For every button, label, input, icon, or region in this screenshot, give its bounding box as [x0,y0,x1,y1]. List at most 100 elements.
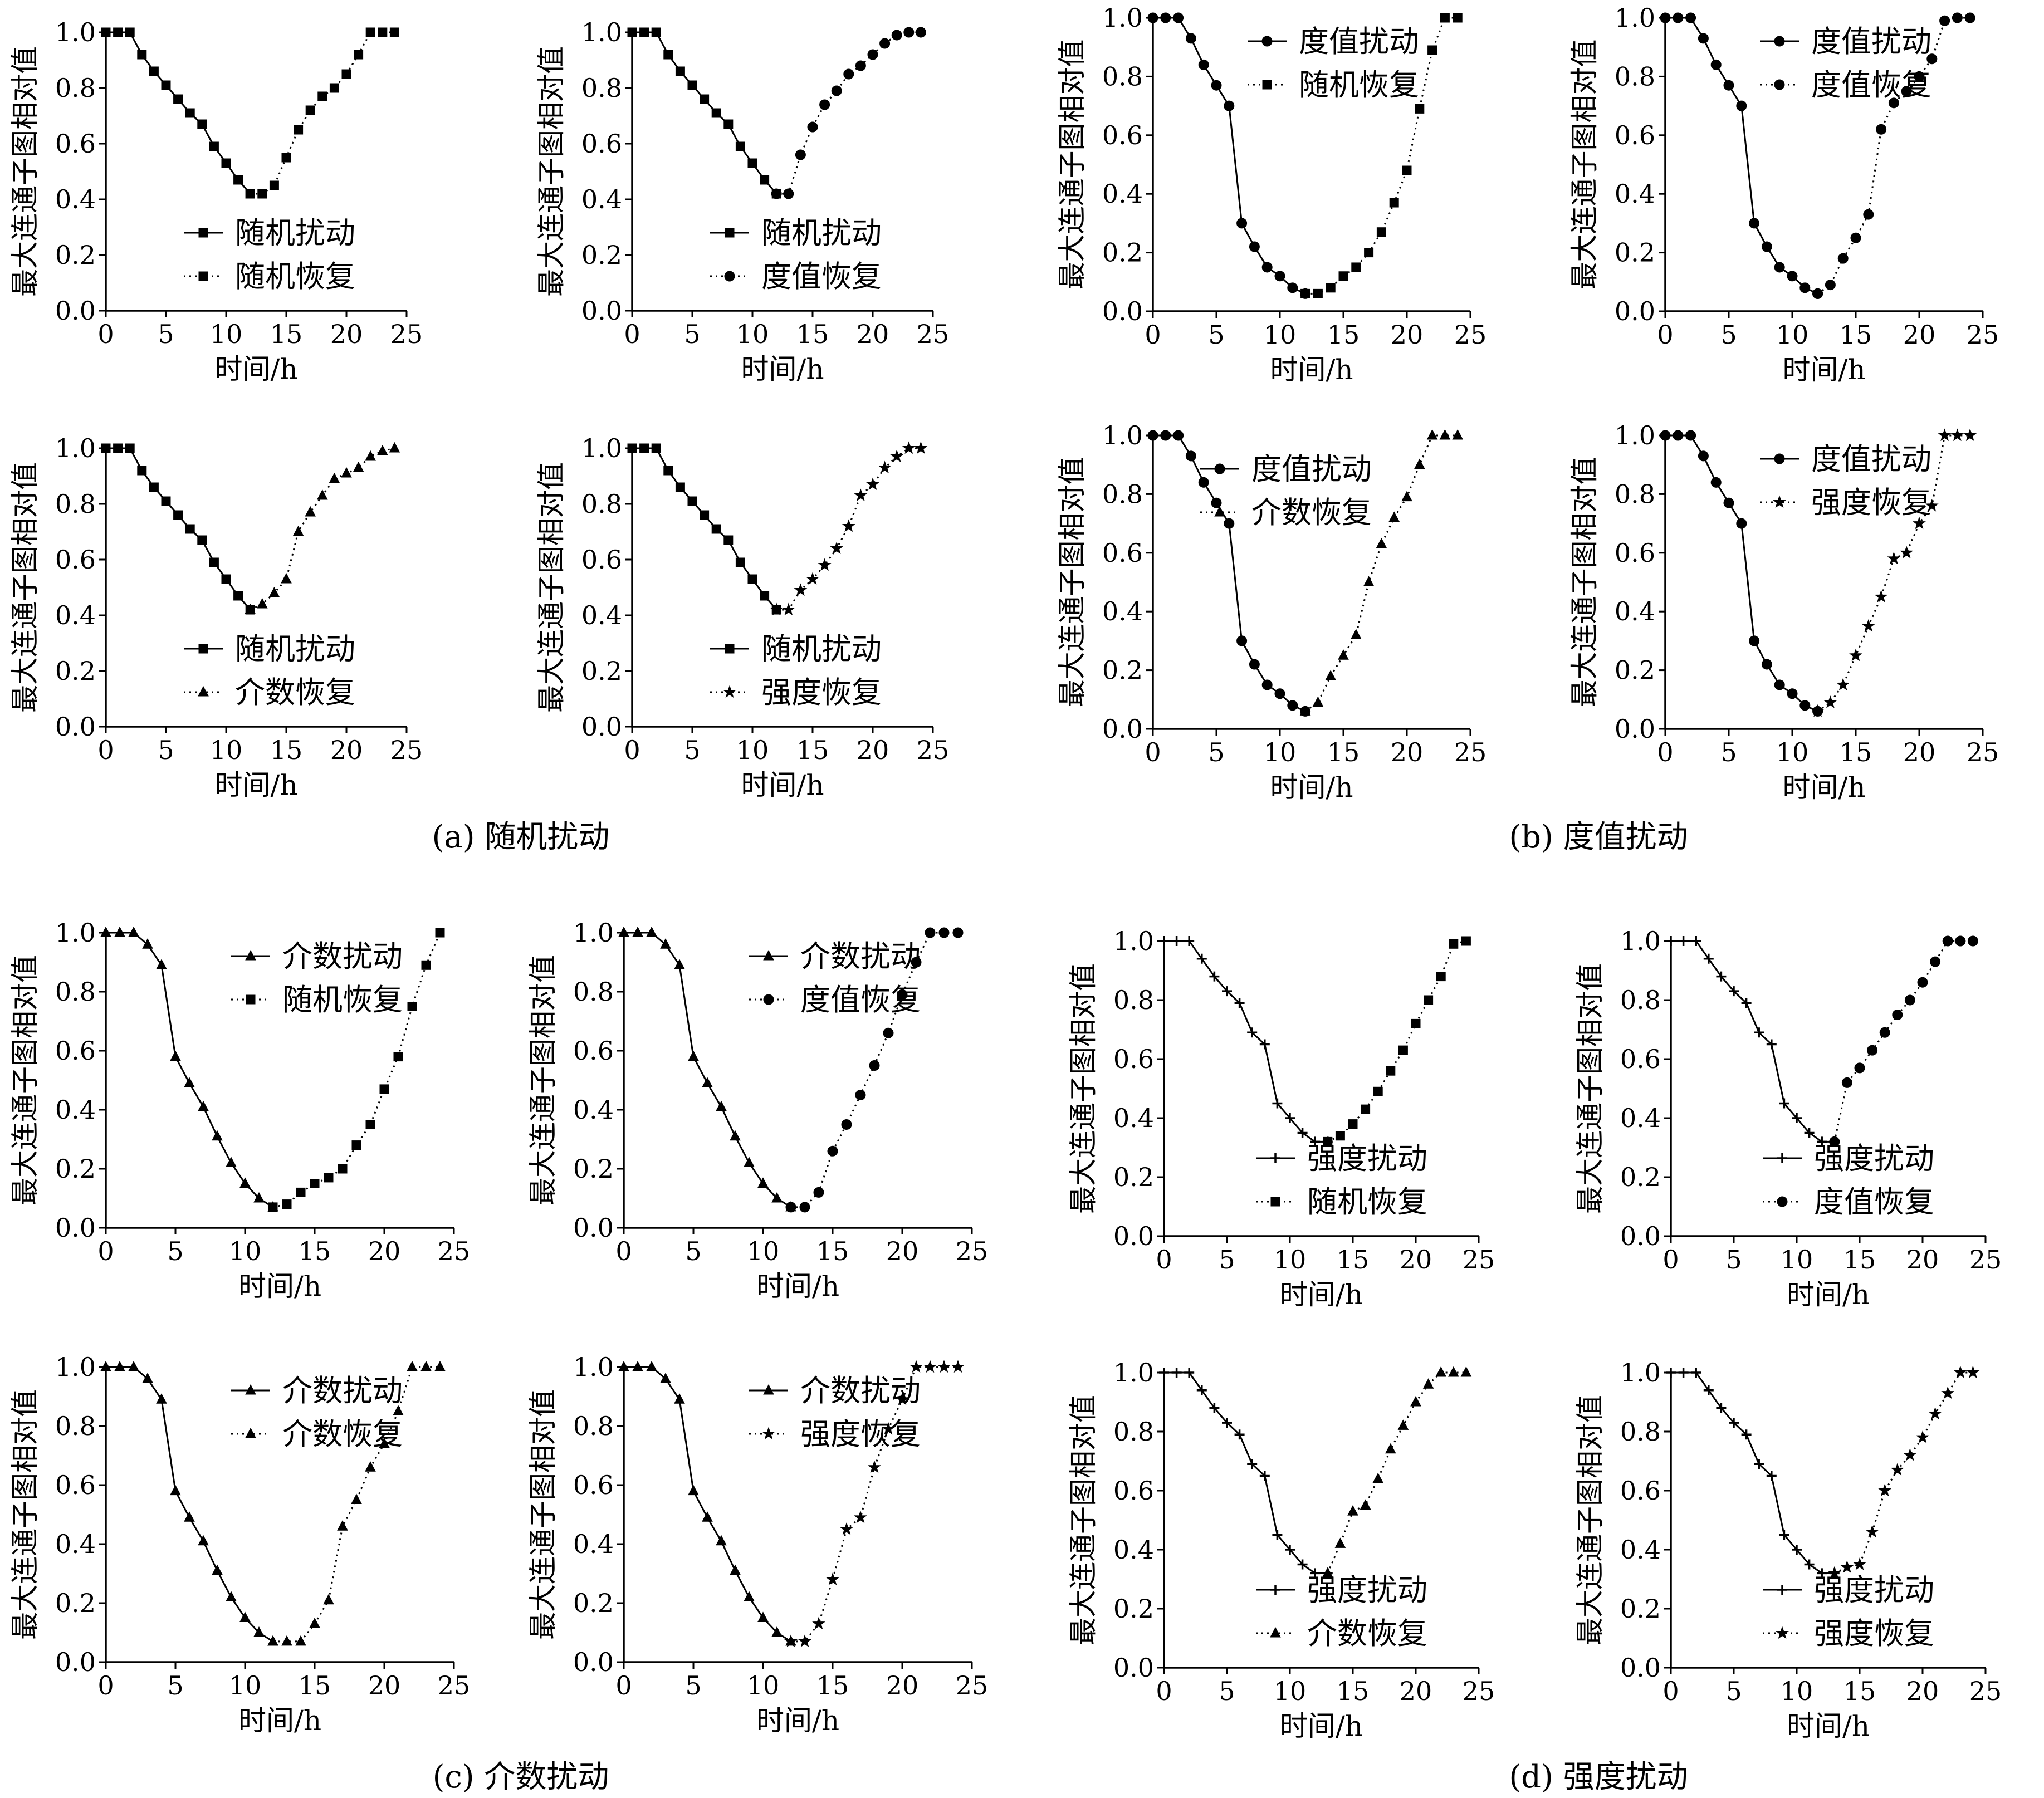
y-tick-label: 0.0 [573,1213,614,1243]
series-line [1671,1371,1835,1574]
data-point [1691,936,1701,946]
data-point [1660,12,1671,23]
data-point [925,927,936,938]
data-point [1427,45,1437,55]
data-point [221,574,231,584]
x-axis-label: 时间/h [1787,1278,1870,1311]
data-point [1287,700,1298,711]
y-tick-label: 0.0 [55,1647,96,1677]
data-point [1426,429,1438,440]
data-point [1837,253,1849,264]
x-tick-label: 10 [1264,737,1297,767]
y-axis-label: 最大连通子图相对值 [535,462,568,713]
data-point [1272,1098,1283,1109]
data-point [341,69,351,79]
data-point [173,510,183,520]
legend-marker [724,271,735,282]
data-point [951,1360,965,1373]
x-tick-label: 0 [624,319,640,349]
y-tick-label: 0.0 [1615,296,1655,326]
y-tick-label: 0.4 [55,1529,96,1559]
data-point [716,1535,727,1546]
data-point [376,444,388,455]
data-point [855,1090,866,1100]
series-disturbance [100,926,278,1212]
data-point [1147,12,1158,23]
y-tick-label: 0.4 [1620,1103,1661,1133]
data-point [1297,1128,1308,1138]
legend-label: 度值恢复 [800,982,921,1017]
data-point [1673,430,1684,441]
legend-label: 度值恢复 [1814,1184,1934,1219]
x-tick-label: 15 [1327,320,1360,350]
data-point [702,1511,713,1522]
x-tick-label: 25 [1969,1245,2002,1275]
legend-marker [1270,1626,1281,1638]
data-point [1159,1368,1169,1378]
x-tick-label: 20 [1906,1245,1939,1275]
data-point [137,50,147,60]
data-point [1147,430,1158,441]
y-tick-label: 1.0 [1102,420,1143,450]
legend-marker [1261,36,1273,47]
data-point [1964,12,1975,23]
chart-b4: 0 5 10 15 20 25 0.0 0.2 0.4 0.6 0.8 1.0 时间/h 最大连通子图相对… [1568,420,1999,804]
data-point [1779,1530,1789,1540]
y-tick-label: 0.6 [1620,1044,1661,1074]
series-disturbance [627,27,781,199]
series-recovery [245,442,400,614]
data-point [239,1611,251,1622]
y-tick-label: 0.2 [1102,655,1143,685]
data-point [354,50,364,60]
x-axis-label: 时间/h [238,1704,321,1737]
x-tick-label: 20 [1391,737,1424,767]
data-point [1736,518,1747,529]
data-point [1917,977,1928,988]
y-tick-label: 0.8 [55,489,96,519]
data-point [1198,59,1209,70]
data-point [1386,1066,1396,1076]
data-point [1372,1472,1384,1483]
data-point [818,558,832,571]
series-disturbance [101,27,255,199]
x-tick-label: 20 [1906,1676,1939,1706]
data-point [1422,1378,1434,1389]
legend-marker [198,271,208,281]
data-point [1236,218,1248,229]
data-point [226,1591,237,1601]
data-point [1184,1368,1195,1378]
data-point [842,519,855,532]
data-point [393,1405,404,1415]
x-tick-label: 5 [1720,737,1737,767]
data-point [1338,271,1348,281]
data-point [760,175,770,185]
legend-marker [198,228,208,238]
data-point [700,510,710,520]
data-point [831,85,842,96]
data-point [1397,1419,1409,1430]
data-point [903,27,915,38]
data-point [744,1157,755,1167]
chart-d1: 0 5 10 15 20 25 0.0 0.2 0.4 0.6 0.8 1.0 时间/h 最大连通子图相对… [1067,926,1495,1311]
data-point [702,1077,713,1087]
data-point [1440,13,1450,23]
data-point [1347,1505,1358,1516]
data-point [687,496,697,506]
data-point [434,1360,446,1371]
data-point [1261,679,1273,690]
data-point [281,1635,292,1646]
data-point [826,1572,839,1585]
data-point [1274,688,1285,699]
data-point [723,119,734,129]
series-disturbance [1159,936,1333,1147]
x-axis-label: 时间/h [741,769,824,801]
data-point [1312,696,1324,707]
data-point [1774,679,1785,690]
data-point [799,1202,810,1213]
x-tick-label: 20 [1391,320,1424,350]
x-tick-label: 5 [1219,1676,1235,1706]
data-point [1660,430,1671,441]
